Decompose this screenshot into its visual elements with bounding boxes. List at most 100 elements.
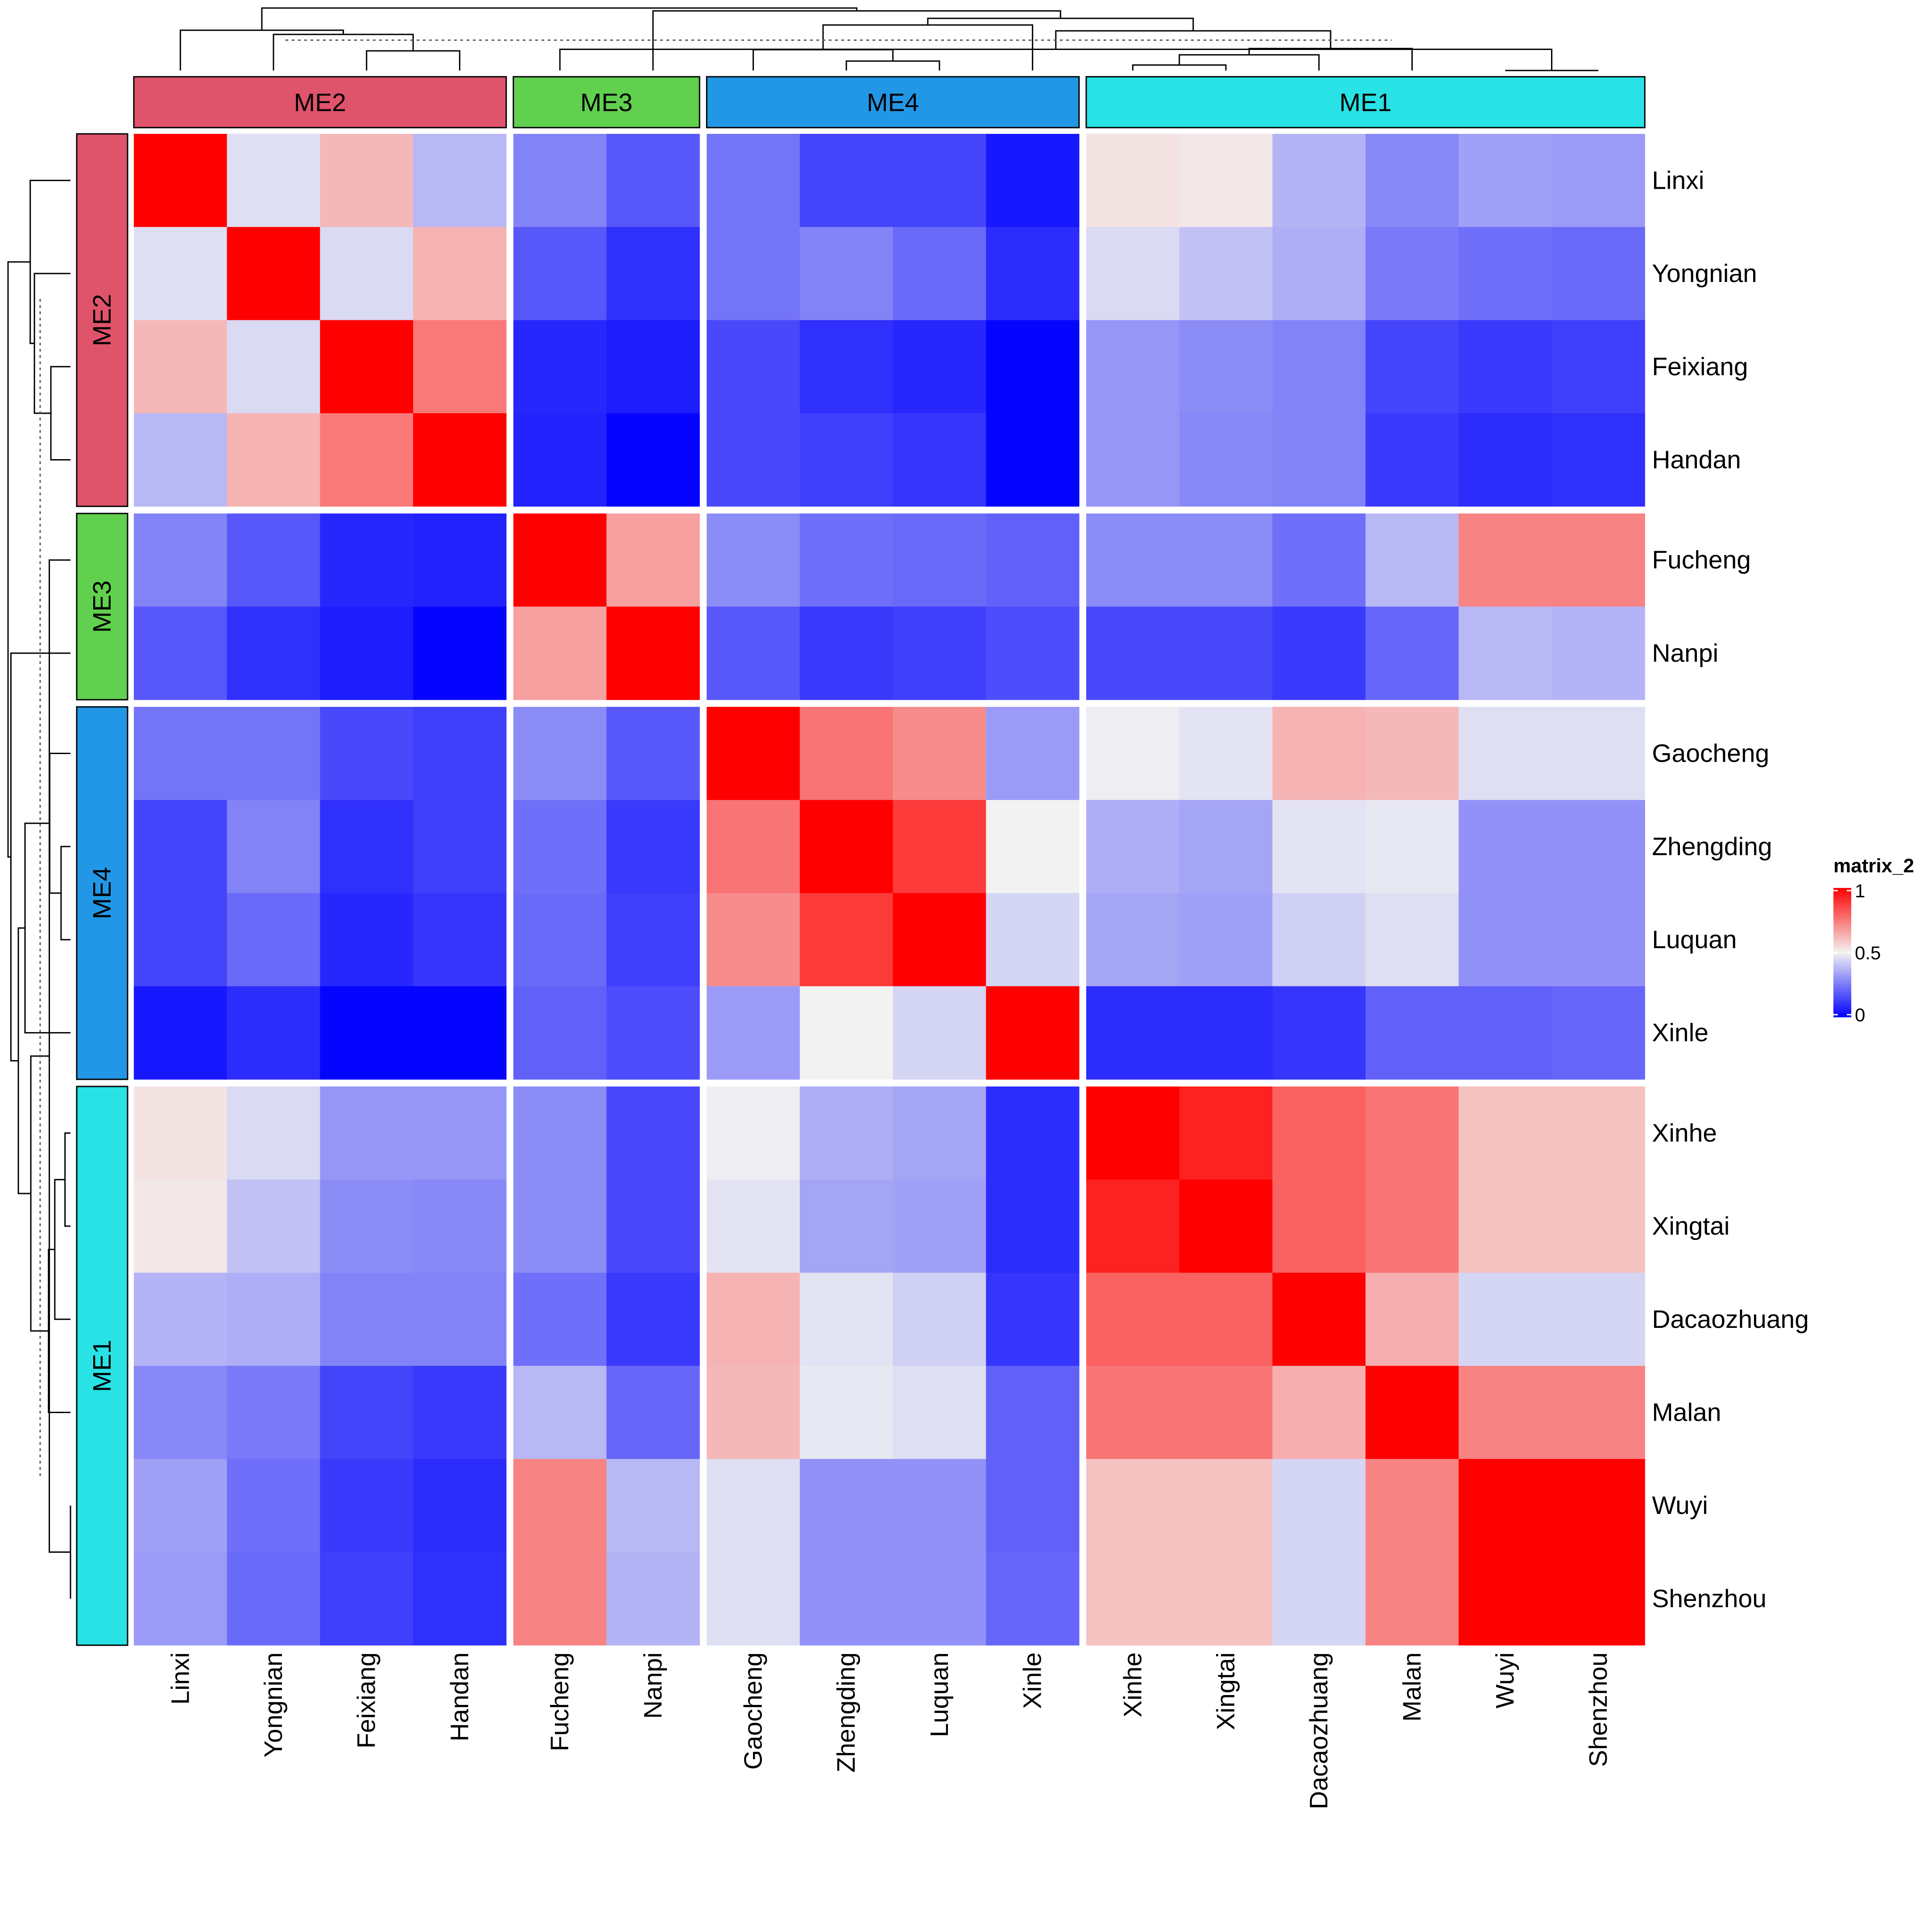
heatmap-cell-Gaocheng-Linxi bbox=[134, 707, 228, 800]
heatmap-cell-Dacaozhuang-Xinhe bbox=[1086, 1273, 1180, 1366]
heatmap-cell-Dacaozhuang-Xinle bbox=[986, 1273, 1080, 1366]
heatmap-cell-Luquan-Handan bbox=[413, 893, 507, 987]
row-label-fucheng: Fucheng bbox=[1652, 546, 1751, 574]
heatmap-cell-Xinhe-Malan bbox=[1365, 1086, 1459, 1180]
row-band-label-me2: ME2 bbox=[88, 294, 116, 346]
heatmap-cell-Luquan-Xinhe bbox=[1086, 893, 1180, 987]
heatmap-cell-Shenzhou-Xingtai bbox=[1179, 1552, 1273, 1646]
heatmap-cell-Nanpi-Fucheng bbox=[513, 606, 607, 700]
heatmap-cell-Dacaozhuang-Handan bbox=[413, 1273, 507, 1366]
row-labels: Linxi Yongnian Feixiang Handan Fucheng Nanpi G… bbox=[1652, 166, 1809, 1613]
heatmap-cell-Xinhe-Feixiang bbox=[320, 1086, 414, 1180]
left-dendrogram-branch-15 bbox=[50, 366, 70, 460]
heatmap-cell-Yongnian-Xinle bbox=[986, 227, 1080, 320]
heatmap-cell-Xinle-Shenzhou bbox=[1551, 986, 1645, 1080]
heatmap-cell-Xingtai-Feixiang bbox=[320, 1179, 414, 1273]
row-group-bands: ME2 ME3 ME4 ME1 bbox=[76, 133, 128, 1646]
heatmap-cell-Xingtai-Yongnian bbox=[227, 1179, 320, 1273]
row-band-me2 bbox=[76, 133, 128, 507]
heatmap-cell-Linxi-Wuyi bbox=[1458, 134, 1552, 228]
heatmap-cell-Gaocheng-Xinle bbox=[986, 707, 1080, 800]
heatmap-cell-Dacaozhuang-Shenzhou bbox=[1551, 1273, 1645, 1366]
heatmap-cell-Dacaozhuang-Malan bbox=[1365, 1273, 1459, 1366]
heatmap-cell-Zhengding-Xinle bbox=[986, 800, 1080, 894]
row-label-malan: Malan bbox=[1652, 1398, 1721, 1426]
heatmap-cell-Feixiang-Nanpi bbox=[606, 320, 700, 414]
heatmap-cell-Linxi-Yongnian bbox=[227, 134, 320, 228]
left-dendrogram-branch-17 bbox=[29, 179, 70, 344]
column-label-handan: Handan bbox=[445, 1652, 474, 1741]
heatmap-cell-Nanpi-Xingtai bbox=[1179, 606, 1273, 700]
legend-tick-label-mid: 0.5 bbox=[1855, 942, 1881, 963]
left-dendrogram-branch-21 bbox=[54, 1179, 70, 1320]
row-band-label-me3: ME3 bbox=[88, 580, 116, 633]
heatmap-cell-Dacaozhuang-Fucheng bbox=[513, 1273, 607, 1366]
column-label-shenzhou: Shenzhou bbox=[1584, 1652, 1613, 1767]
heatmap-cell-Fucheng-Nanpi bbox=[606, 513, 700, 607]
row-label-xingtai: Xingtai bbox=[1652, 1212, 1729, 1240]
legend-title: matrix_2 bbox=[1833, 855, 1914, 877]
heatmap-cell-Zhengding-Xinhe bbox=[1086, 800, 1180, 894]
heatmap-cell-Yongnian-Yongnian bbox=[227, 227, 320, 320]
column-band-label-me4: ME4 bbox=[867, 88, 919, 117]
row-label-dacaozhuang: Dacaozhuang bbox=[1652, 1305, 1809, 1334]
heatmap-cell-Wuyi-Xinhe bbox=[1086, 1459, 1180, 1553]
heatmap-cell-Nanpi-Malan bbox=[1365, 606, 1459, 700]
top-dendrogram-branch-14 bbox=[261, 7, 858, 30]
heatmap-cell-Shenzhou-Xinhe bbox=[1086, 1552, 1180, 1646]
heatmap-cell-Nanpi-Dacaozhuang bbox=[1272, 606, 1366, 700]
heatmap-cell-Malan-Zhengding bbox=[799, 1366, 894, 1459]
column-label-gaocheng: Gaocheng bbox=[739, 1652, 768, 1770]
heatmap-cell-Yongnian-Nanpi bbox=[606, 227, 700, 320]
heatmap-cell-Dacaozhuang-Zhengding bbox=[799, 1273, 894, 1366]
column-label-nanpi: Nanpi bbox=[639, 1652, 667, 1719]
heatmap-cell-Zhengding-Shenzhou bbox=[1551, 800, 1645, 894]
column-label-xingtai: Xingtai bbox=[1212, 1652, 1240, 1730]
column-band-me2 bbox=[133, 76, 507, 129]
heatmap-cell-Fucheng-Dacaozhuang bbox=[1272, 513, 1366, 607]
heatmap-cell-Xingtai-Nanpi bbox=[606, 1179, 700, 1273]
heatmap-cell-Yongnian-Fucheng bbox=[513, 227, 607, 320]
heatmap-cell-Zhengding-Wuyi bbox=[1458, 800, 1552, 894]
heatmap-cell-Malan-Dacaozhuang bbox=[1272, 1366, 1366, 1459]
heatmap-cell-Wuyi-Dacaozhuang bbox=[1272, 1459, 1366, 1553]
heatmap-cell-Yongnian-Luquan bbox=[893, 227, 986, 320]
heatmap-cell-Xinhe-Linxi bbox=[134, 1086, 228, 1180]
heatmap-cell-Xinle-Luquan bbox=[893, 986, 986, 1080]
heatmap-cell-Fucheng-Fucheng bbox=[513, 513, 607, 607]
heatmap-cell-Xinhe-Dacaozhuang bbox=[1272, 1086, 1366, 1180]
heatmap-cell-Nanpi-Handan bbox=[413, 606, 507, 700]
heatmap-cell-Shenzhou-Dacaozhuang bbox=[1272, 1552, 1366, 1646]
heatmap-cell-Nanpi-Shenzhou bbox=[1551, 606, 1645, 700]
column-label-linxi: Linxi bbox=[166, 1652, 194, 1704]
heatmap-cell-Xingtai-Dacaozhuang bbox=[1272, 1179, 1366, 1273]
left-dendrogram-branch-28 bbox=[10, 652, 70, 1061]
heatmap-cell-Nanpi-Wuyi bbox=[1458, 606, 1552, 700]
heatmap-cell-Zhengding-Linxi bbox=[134, 800, 228, 894]
heatmap-cell-Fucheng-Linxi bbox=[134, 513, 228, 607]
heatmap-cell-Zhengding-Malan bbox=[1365, 800, 1459, 894]
heatmap-cell-Fucheng-Yongnian bbox=[227, 513, 320, 607]
top-dendrogram bbox=[179, 7, 1598, 71]
heatmap-cell-Linxi-Linxi bbox=[134, 134, 228, 228]
heatmap-cell-Malan-Yongnian bbox=[227, 1366, 320, 1459]
heatmap-cell-Feixiang-Yongnian bbox=[227, 320, 320, 414]
heatmap-cell-Wuyi-Shenzhou bbox=[1551, 1459, 1645, 1553]
heatmap-cell-Zhengding-Xingtai bbox=[1179, 800, 1273, 894]
heatmap-cell-Feixiang-Xinle bbox=[986, 320, 1080, 414]
heatmap-cell-Linxi-Shenzhou bbox=[1551, 134, 1645, 228]
heatmap-cell-Fucheng-Xinhe bbox=[1086, 513, 1180, 607]
heatmap-cell-Xinle-Gaocheng bbox=[707, 986, 800, 1080]
heatmap-cell-Xingtai-Handan bbox=[413, 1179, 507, 1273]
heatmap-cell-Shenzhou-Feixiang bbox=[320, 1552, 414, 1646]
heatmap-cell-Linxi-Luquan bbox=[893, 134, 986, 228]
heatmap-cell-Feixiang-Xinhe bbox=[1086, 320, 1180, 414]
heatmap-cell-Luquan-Yongnian bbox=[227, 893, 320, 987]
heatmap-cell-Malan-Handan bbox=[413, 1366, 507, 1459]
column-band-me4 bbox=[706, 76, 1080, 129]
heatmap-cell-Shenzhou-Xinle bbox=[986, 1552, 1080, 1646]
heatmap-cell-Luquan-Shenzhou bbox=[1551, 893, 1645, 987]
row-label-shenzhou: Shenzhou bbox=[1652, 1584, 1767, 1613]
heatmap-cell-Shenzhou-Shenzhou bbox=[1551, 1552, 1645, 1646]
